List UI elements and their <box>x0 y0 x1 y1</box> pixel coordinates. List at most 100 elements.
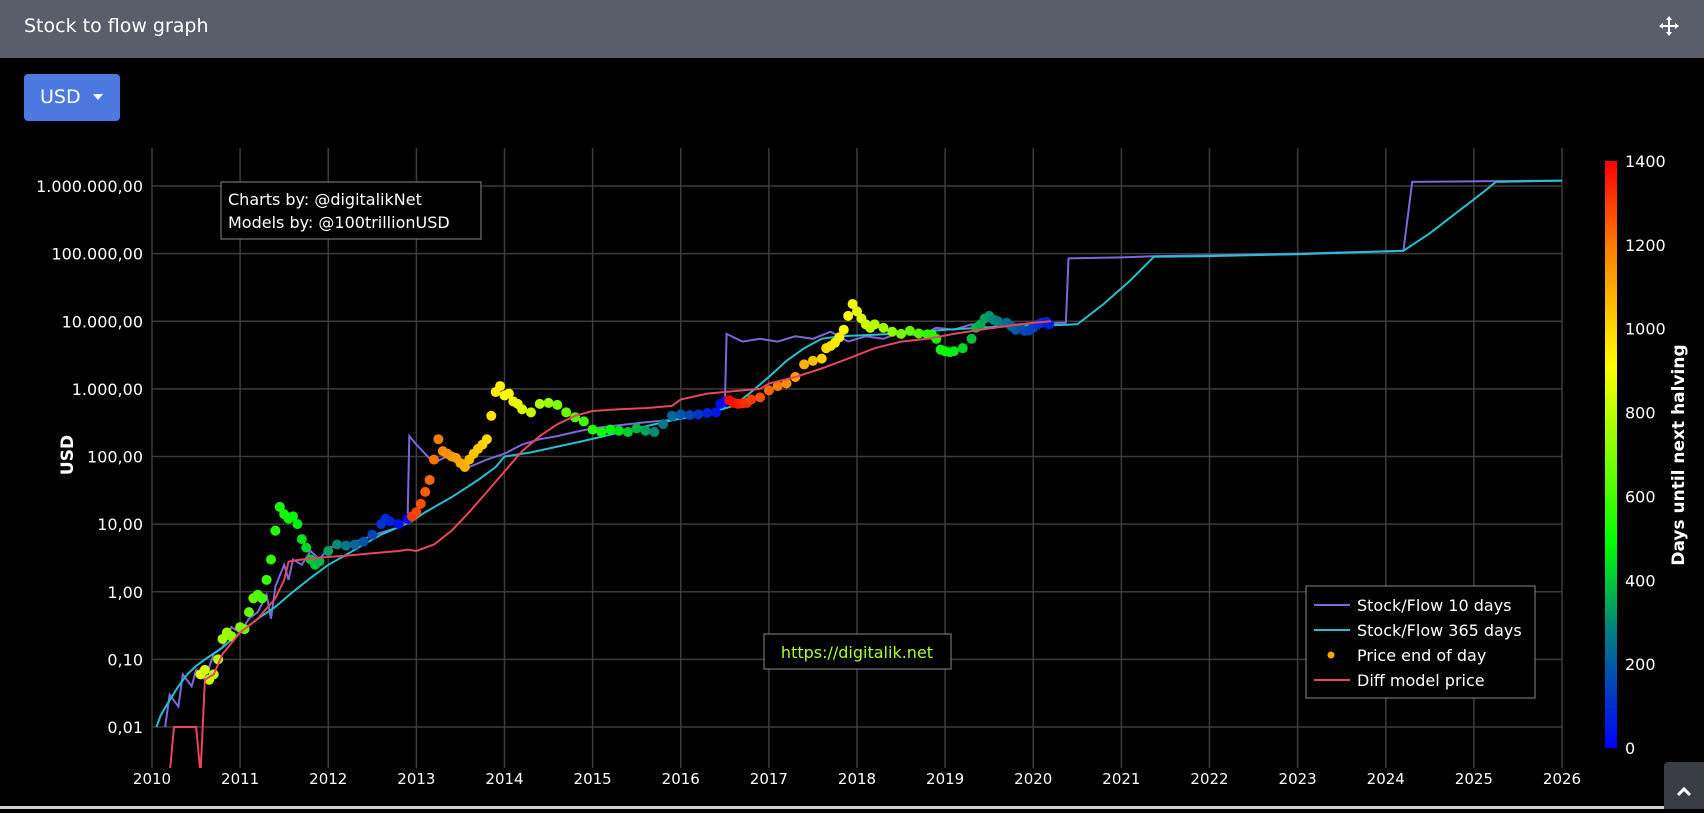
x-tick-label: 2017 <box>750 770 788 788</box>
legend-label: Stock/Flow 365 days <box>1357 621 1522 640</box>
price-point <box>243 607 254 618</box>
url-text: https://digitalik.net <box>781 643 933 662</box>
price-end-of-day-series <box>195 298 1055 685</box>
colorbar-tick-label: 800 <box>1625 404 1656 423</box>
colorbar-tick-label: 1400 <box>1625 152 1666 171</box>
price-point <box>781 378 792 389</box>
price-point <box>966 333 977 344</box>
move-arrows-icon[interactable] <box>1658 15 1680 37</box>
chart-annotations: Charts by: @digitalikNet Models by: @100t… <box>220 181 952 670</box>
price-point <box>631 423 642 434</box>
diff-model-price-line <box>169 320 1051 768</box>
price-point <box>292 519 303 530</box>
x-tick-label: 2026 <box>1543 770 1581 788</box>
x-tick-label: 2013 <box>397 770 435 788</box>
price-point <box>649 427 660 438</box>
price-point <box>622 427 633 438</box>
price-point <box>261 574 272 585</box>
price-point <box>481 434 492 445</box>
price-point <box>257 593 268 604</box>
price-point <box>274 501 285 512</box>
price-point <box>301 542 312 553</box>
price-point <box>614 425 625 436</box>
price-point <box>384 516 395 527</box>
price-point <box>340 540 351 551</box>
x-tick-label: 2014 <box>485 770 523 788</box>
x-tick-label: 2024 <box>1367 770 1405 788</box>
scroll-top-button[interactable] <box>1664 762 1704 809</box>
price-point <box>640 425 651 436</box>
price-point <box>429 454 439 465</box>
price-point <box>486 410 497 421</box>
price-point <box>948 346 959 357</box>
price-point <box>199 664 210 675</box>
price-point <box>411 507 422 518</box>
bottom-border <box>0 806 1664 809</box>
x-tick-label: 2019 <box>926 770 964 788</box>
y-tick-label: 1.000.000,00 <box>36 177 143 196</box>
y-axis-label: USD <box>58 435 78 475</box>
y-tick-label: 0,10 <box>107 650 143 669</box>
credits-text: Models by: @100trillionUSD <box>228 213 450 232</box>
price-point <box>596 427 607 438</box>
y-tick-label: 10.000,00 <box>62 312 143 331</box>
url-box <box>763 633 952 670</box>
price-point <box>869 319 880 330</box>
price-point <box>393 519 404 530</box>
price-point <box>658 419 669 430</box>
y-tick-label: 100.000,00 <box>51 245 143 264</box>
price-point <box>799 359 810 370</box>
credits-box <box>220 181 482 240</box>
colorbar-tick-label: 0 <box>1625 739 1635 758</box>
colorbar: 0 200 400 600 800 1000 1200 1400 Days until next… <box>1605 152 1689 758</box>
price-point <box>270 525 281 536</box>
price-point <box>693 409 704 420</box>
price-point <box>847 298 858 309</box>
x-tick-label: 2010 <box>133 770 171 788</box>
price-point <box>561 407 572 418</box>
price-point <box>525 407 536 418</box>
y-tick-label: 0,01 <box>107 718 143 737</box>
price-point <box>424 474 435 485</box>
price-point <box>834 332 845 343</box>
x-tick-label: 2022 <box>1190 770 1228 788</box>
x-tick-label: 2016 <box>662 770 700 788</box>
x-tick-label: 2023 <box>1279 770 1317 788</box>
price-point <box>887 326 898 337</box>
x-tick-label: 2011 <box>221 770 259 788</box>
y-tick-label: 1.000,00 <box>72 380 143 399</box>
colorbar-label: Days until next halving <box>1669 344 1689 565</box>
price-point <box>358 536 369 547</box>
title-bar: Stock to flow graph <box>0 0 1704 58</box>
credits-text: Charts by: @digitalikNet <box>228 190 422 209</box>
price-point <box>878 322 889 333</box>
colorbar-tick-label: 400 <box>1625 571 1656 590</box>
caret-down-icon <box>93 94 103 100</box>
price-point <box>675 409 686 420</box>
price-point <box>684 410 695 421</box>
price-point <box>265 554 276 565</box>
colorbar-tick-label: 200 <box>1625 655 1656 674</box>
x-tick-label: 2021 <box>1102 770 1140 788</box>
price-point <box>552 399 563 410</box>
colorbar-tick-label: 600 <box>1625 487 1656 506</box>
price-point <box>367 529 378 540</box>
price-point <box>495 381 506 392</box>
price-point <box>838 324 849 335</box>
price-point <box>755 392 766 403</box>
y-axis-ticks: 0,01 0,10 1,00 10,00 100,00 1.000,00 10.000,00… <box>36 177 143 737</box>
price-point <box>763 385 774 396</box>
currency-dropdown[interactable]: USD <box>24 74 120 121</box>
chevron-up-icon <box>1676 786 1692 797</box>
x-tick-label: 2025 <box>1455 770 1493 788</box>
legend-label: Price end of day <box>1357 646 1486 665</box>
price-point <box>503 388 514 399</box>
price-point <box>332 539 343 550</box>
y-tick-label: 100,00 <box>87 448 143 467</box>
price-point <box>288 511 298 522</box>
price-point <box>314 556 325 567</box>
x-tick-label: 2018 <box>838 770 876 788</box>
legend-dot-marker <box>1327 651 1335 659</box>
x-axis-ticks: 2010 2011 2012 2013 2014 2015 2016 2017 2018 2019… <box>133 770 1581 788</box>
price-point <box>323 546 334 557</box>
